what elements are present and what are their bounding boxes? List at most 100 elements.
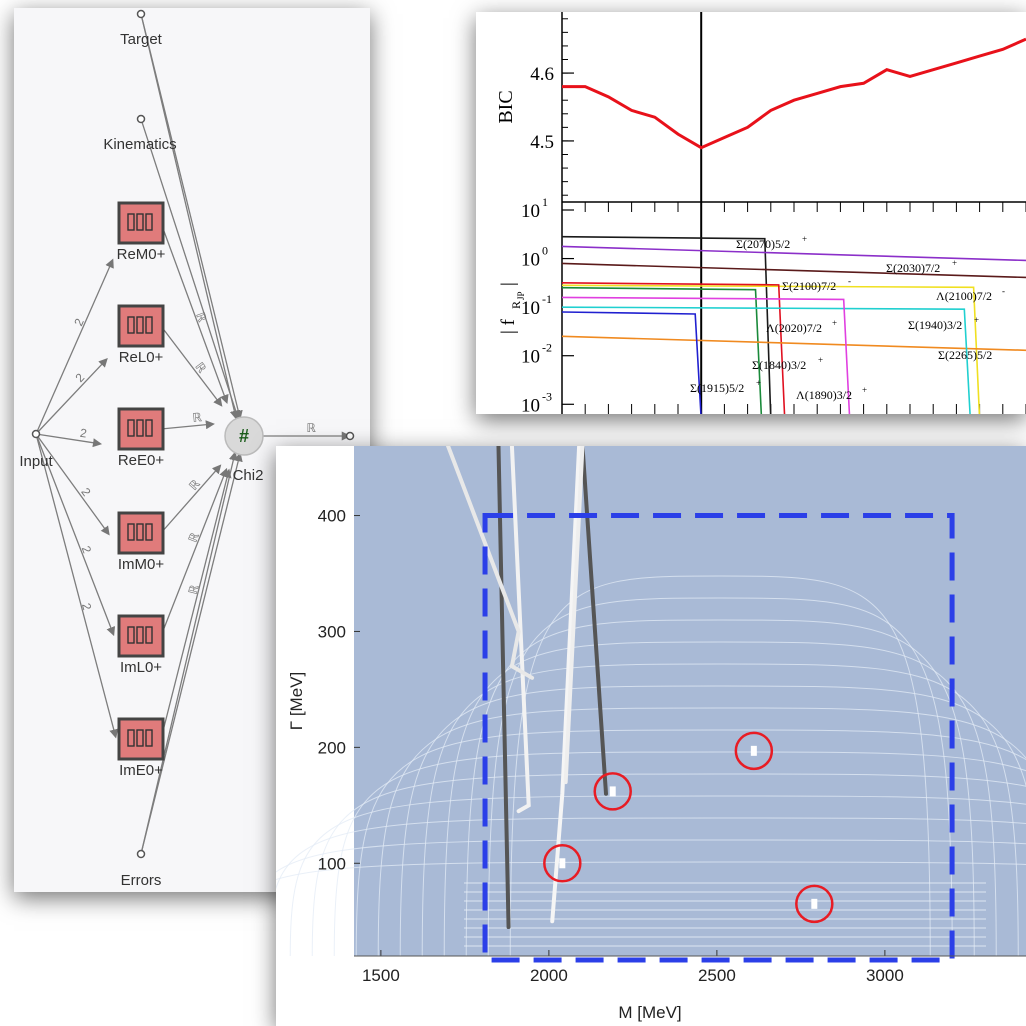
contour-line (377, 707, 1026, 957)
pole-circle (795, 884, 834, 924)
edge-label: 2 (79, 602, 94, 612)
edge-label: 2 (79, 426, 88, 441)
coupling-ytick-exp: -1 (542, 292, 552, 306)
resonance-label-sup: + (862, 385, 867, 395)
block-label: ReE0+ (118, 452, 165, 469)
resonance-label: Σ(1840)3/2 (752, 358, 806, 372)
input-to-block-edge (35, 258, 114, 435)
block-to-chi2-edge (160, 420, 215, 430)
coupling-series-line (561, 286, 763, 414)
edge-label: 2 (71, 316, 87, 328)
x-axis-label: M [MeV] (618, 1003, 681, 1022)
bic-ytick-label: 4.6 (530, 64, 554, 85)
plot-background (354, 446, 1026, 956)
errors-edge-2 (140, 451, 238, 855)
coupling-ytick-exp: 1 (542, 195, 548, 209)
block-ImL0+: ImL0+ (117, 614, 165, 676)
block-bar-icon (145, 523, 153, 541)
input-to-block-edge (35, 433, 110, 536)
coupling-series-line (561, 245, 1026, 262)
block-box (117, 717, 165, 761)
edge-label: ℝ (192, 360, 209, 376)
pole-point (811, 898, 818, 909)
pole-trajectory (496, 446, 511, 930)
coupling-ytick-label: 10 (521, 201, 540, 222)
block-ImM0+: ImM0+ (117, 511, 165, 573)
network-nodes: ReM0+ ReL0+ ReE0+ ImM0+ ImL0+ ImE0+ (31, 9, 355, 859)
block-to-chi2-edge (160, 468, 232, 740)
block-box (117, 304, 165, 348)
coupling-series-line (561, 282, 786, 414)
resonance-label-sup: - (848, 276, 851, 286)
coupling-series-line (561, 284, 981, 414)
kinematics-edge (140, 118, 241, 420)
resonance-label-sup: - (1002, 286, 1005, 296)
input-label: Input (19, 453, 53, 470)
coupling-ylabel-text: | f (498, 318, 519, 334)
edge-label: 2 (79, 544, 95, 556)
edge-label: ℝ (186, 583, 202, 596)
resonance-label-sup: + (756, 378, 761, 388)
coupling-series-line (561, 296, 851, 414)
coupling-series-line (561, 262, 1026, 279)
target-node (136, 9, 146, 19)
coupling-ytick-exp: -3 (542, 389, 552, 403)
block-to-chi2-edge (160, 467, 228, 637)
block-box (117, 614, 165, 658)
pole-point (750, 745, 757, 756)
pole-trajectory (446, 446, 535, 680)
chi2-symbol: # (239, 426, 249, 446)
contour-line (443, 641, 997, 957)
resonance-label-sup: + (974, 315, 979, 325)
block-bar-icon (127, 213, 135, 231)
edge-label: ℝ (186, 476, 203, 493)
block-label: ReL0+ (119, 349, 164, 366)
coupling-series-line (561, 311, 702, 414)
coupling-ylabel-sup: JP (516, 291, 526, 300)
block-to-chi2-edge (160, 222, 229, 404)
coupling-ytick-label: 10 (521, 347, 540, 368)
contour-line (276, 861, 1026, 881)
output-node (345, 431, 355, 441)
pole-trajectory (509, 446, 531, 814)
block-bar-icon (136, 523, 144, 541)
block-bar-icon (136, 316, 144, 334)
block-bar-icon (136, 213, 144, 231)
block-label: ImE0+ (119, 762, 163, 779)
block-label: ImL0+ (120, 659, 162, 676)
errors-edge (140, 452, 243, 855)
block-bar-icon (145, 626, 153, 644)
kinematics-node (136, 114, 146, 124)
resonance-label: Σ(1915)5/2 (690, 381, 744, 395)
x-tick-label: 2500 (698, 966, 736, 985)
coupling-ytick-label: 10 (521, 298, 540, 319)
bic-chart-panel: 4.5 4.6 BIC 10 1 10 0 10 -1 10 -2 10 -3 | f R JP | Σ(207… (476, 12, 1026, 414)
contour-line (276, 839, 1026, 873)
chi2-label: Chi2 (233, 467, 264, 484)
input-to-block-edge (35, 433, 116, 637)
x-tick-label: 1500 (362, 966, 400, 985)
coupling-ytick-label: 10 (521, 395, 540, 414)
input-to-block-edge (35, 357, 108, 435)
coupling-series-line (561, 235, 772, 414)
block-bar-icon (136, 626, 144, 644)
block-bar-icon (136, 419, 144, 437)
coupling-ytick-exp: -2 (542, 341, 552, 355)
input-to-block-edge (35, 433, 103, 448)
chi2-node[interactable] (224, 416, 264, 456)
y-axis-label: Γ [MeV] (287, 672, 306, 731)
contour-line (289, 795, 1026, 957)
coupling-series-line (561, 335, 1026, 352)
pole-chart-panel: 1500 2000 2500 3000 100 200 300 400 M [MeV] Γ [Me… (276, 446, 1026, 1026)
y-tick-label: 200 (318, 738, 346, 757)
pole-chart: 1500 2000 2500 3000 100 200 300 400 M [MeV] Γ [Me… (276, 446, 1026, 1022)
pole-circle (543, 844, 582, 883)
input-to-block-edge (35, 433, 119, 739)
block-ReL0+: ReL0+ (117, 304, 165, 366)
block-bar-icon (127, 729, 135, 747)
pole-plot: 1500 2000 2500 3000 100 200 300 400 M [MeV] Γ [Me… (276, 446, 1026, 1022)
coupling-ytick-label: 10 (521, 250, 540, 271)
block-box (117, 201, 165, 245)
resonance-label: Λ(2100)7/2 (936, 289, 992, 303)
